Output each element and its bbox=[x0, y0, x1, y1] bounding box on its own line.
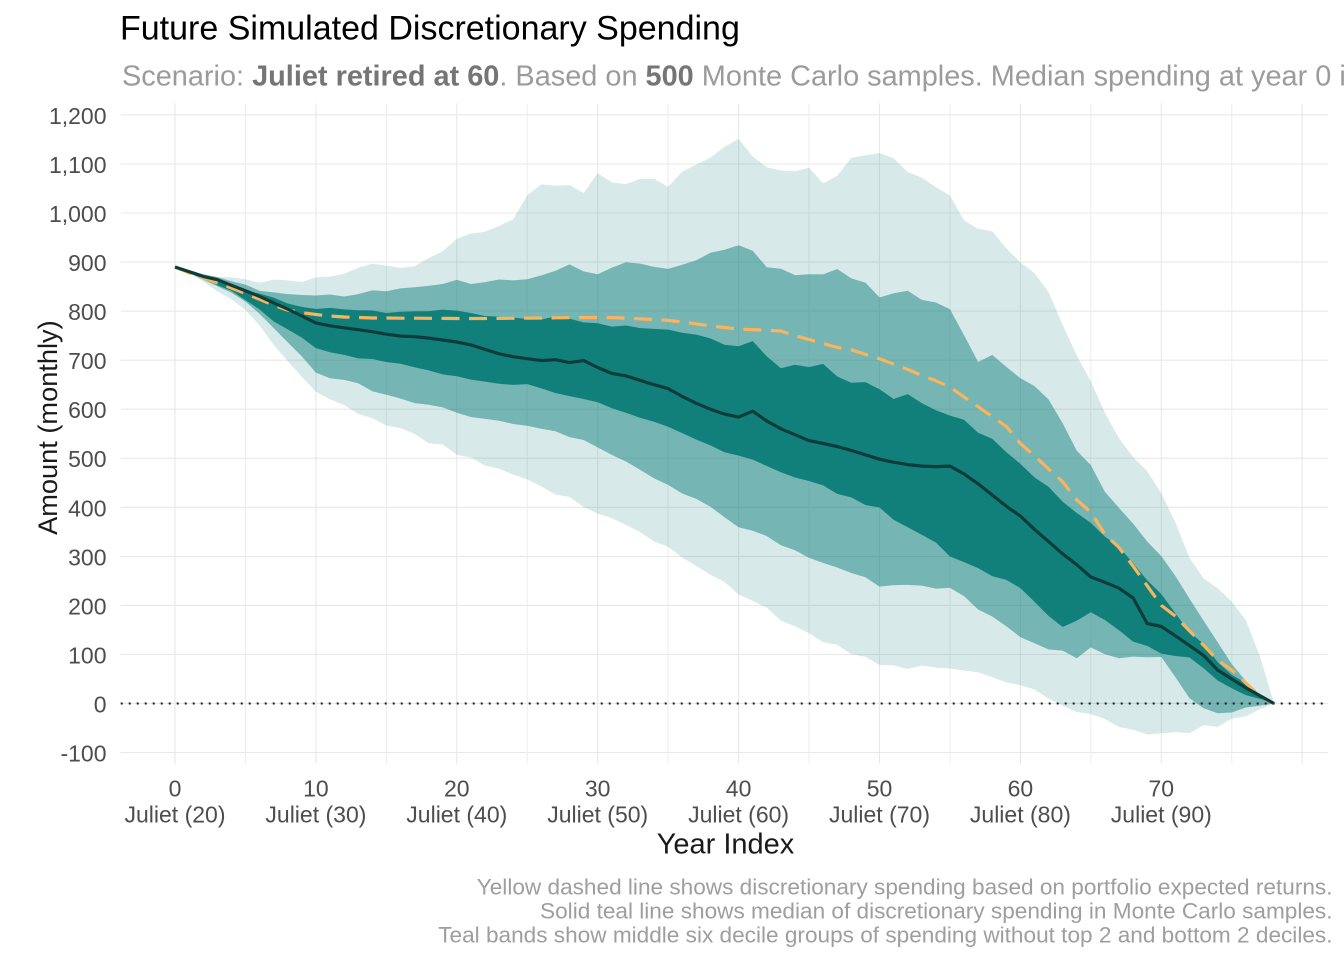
svg-text:50: 50 bbox=[867, 776, 893, 802]
svg-text:Yellow dashed line shows discr: Yellow dashed line shows discretionary s… bbox=[477, 874, 1333, 899]
svg-text:Juliet (20): Juliet (20) bbox=[125, 801, 226, 827]
svg-text:Solid teal line shows median o: Solid teal line shows median of discreti… bbox=[540, 898, 1332, 923]
svg-text:Future Simulated Discretionary: Future Simulated Discretionary Spending bbox=[120, 10, 740, 48]
svg-text:Juliet (60): Juliet (60) bbox=[688, 801, 789, 827]
svg-text:1,200: 1,200 bbox=[49, 103, 107, 129]
svg-text:Juliet (80): Juliet (80) bbox=[970, 801, 1071, 827]
svg-text:Scenario: Juliet retired at 60: Scenario: Juliet retired at 60. Based on… bbox=[122, 61, 1344, 93]
svg-text:Year Index: Year Index bbox=[657, 828, 795, 860]
svg-text:Juliet (70): Juliet (70) bbox=[829, 801, 930, 827]
svg-text:500: 500 bbox=[68, 446, 106, 472]
svg-text:100: 100 bbox=[68, 643, 106, 669]
svg-text:700: 700 bbox=[68, 348, 106, 374]
svg-text:200: 200 bbox=[68, 593, 106, 619]
svg-text:70: 70 bbox=[1149, 776, 1175, 802]
svg-text:Juliet (40): Juliet (40) bbox=[406, 801, 507, 827]
svg-text:0: 0 bbox=[94, 692, 107, 718]
svg-text:Teal bands show middle six dec: Teal bands show middle six decile groups… bbox=[438, 923, 1332, 948]
svg-text:40: 40 bbox=[726, 776, 752, 802]
svg-text:Juliet (50): Juliet (50) bbox=[547, 801, 648, 827]
svg-text:30: 30 bbox=[585, 776, 611, 802]
svg-text:300: 300 bbox=[68, 544, 106, 570]
svg-text:1,100: 1,100 bbox=[49, 152, 107, 178]
svg-text:Juliet (90): Juliet (90) bbox=[1111, 801, 1212, 827]
svg-text:900: 900 bbox=[68, 250, 106, 276]
svg-text:400: 400 bbox=[68, 495, 106, 521]
svg-text:1,000: 1,000 bbox=[49, 201, 107, 227]
svg-text:0: 0 bbox=[169, 776, 182, 802]
svg-text:-100: -100 bbox=[60, 741, 106, 767]
svg-text:20: 20 bbox=[444, 776, 470, 802]
svg-text:Amount (monthly): Amount (monthly) bbox=[32, 320, 63, 535]
svg-text:10: 10 bbox=[303, 776, 329, 802]
svg-text:Juliet (30): Juliet (30) bbox=[265, 801, 366, 827]
svg-text:600: 600 bbox=[68, 397, 106, 423]
svg-text:60: 60 bbox=[1008, 776, 1034, 802]
svg-text:800: 800 bbox=[68, 299, 106, 325]
